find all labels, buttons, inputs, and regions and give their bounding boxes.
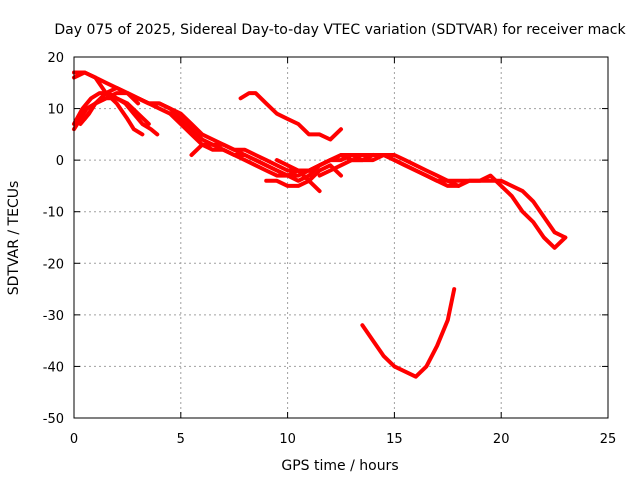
series-trace-11 [238,91,343,142]
x-tick-label: 10 [279,432,296,447]
y-tick-label: -10 [43,206,64,221]
axis-ticks: 0 5 10 15 20 25 -50 -40 -30 -20 -10 0 10 20 [43,51,617,447]
x-tick-label: 25 [600,432,617,447]
plot-frame [73,56,609,419]
y-tick-label: 20 [47,51,64,66]
y-tick-label: 0 [56,154,64,169]
x-tick-label: 0 [70,432,78,447]
y-tick-label: -20 [43,257,64,272]
data-traces [72,70,568,379]
series-trace-13 [360,287,457,379]
x-axis-label: GPS time / hours [281,458,398,474]
series-trace-6 [82,96,151,126]
y-tick-label: -50 [43,412,64,427]
x-tick-label: 15 [386,432,403,447]
series-trace-10 [274,158,322,194]
series-trace-7 [125,91,461,188]
chart-title: Day 075 of 2025, Sidereal Day-to-day VTE… [54,22,626,38]
series-trace-8 [189,142,311,178]
x-tick-label: 20 [493,432,510,447]
y-tick-label: 10 [47,103,64,118]
series-trace-12 [317,153,375,178]
x-tick-label: 5 [177,432,185,447]
y-tick-label: -40 [43,360,64,375]
y-tick-label: -30 [43,309,64,324]
grid-lines [74,57,608,418]
y-axis-label: SDTVAR / TECUs [6,181,22,296]
series-trace-1 [72,70,568,240]
series-trace-9 [264,163,343,188]
